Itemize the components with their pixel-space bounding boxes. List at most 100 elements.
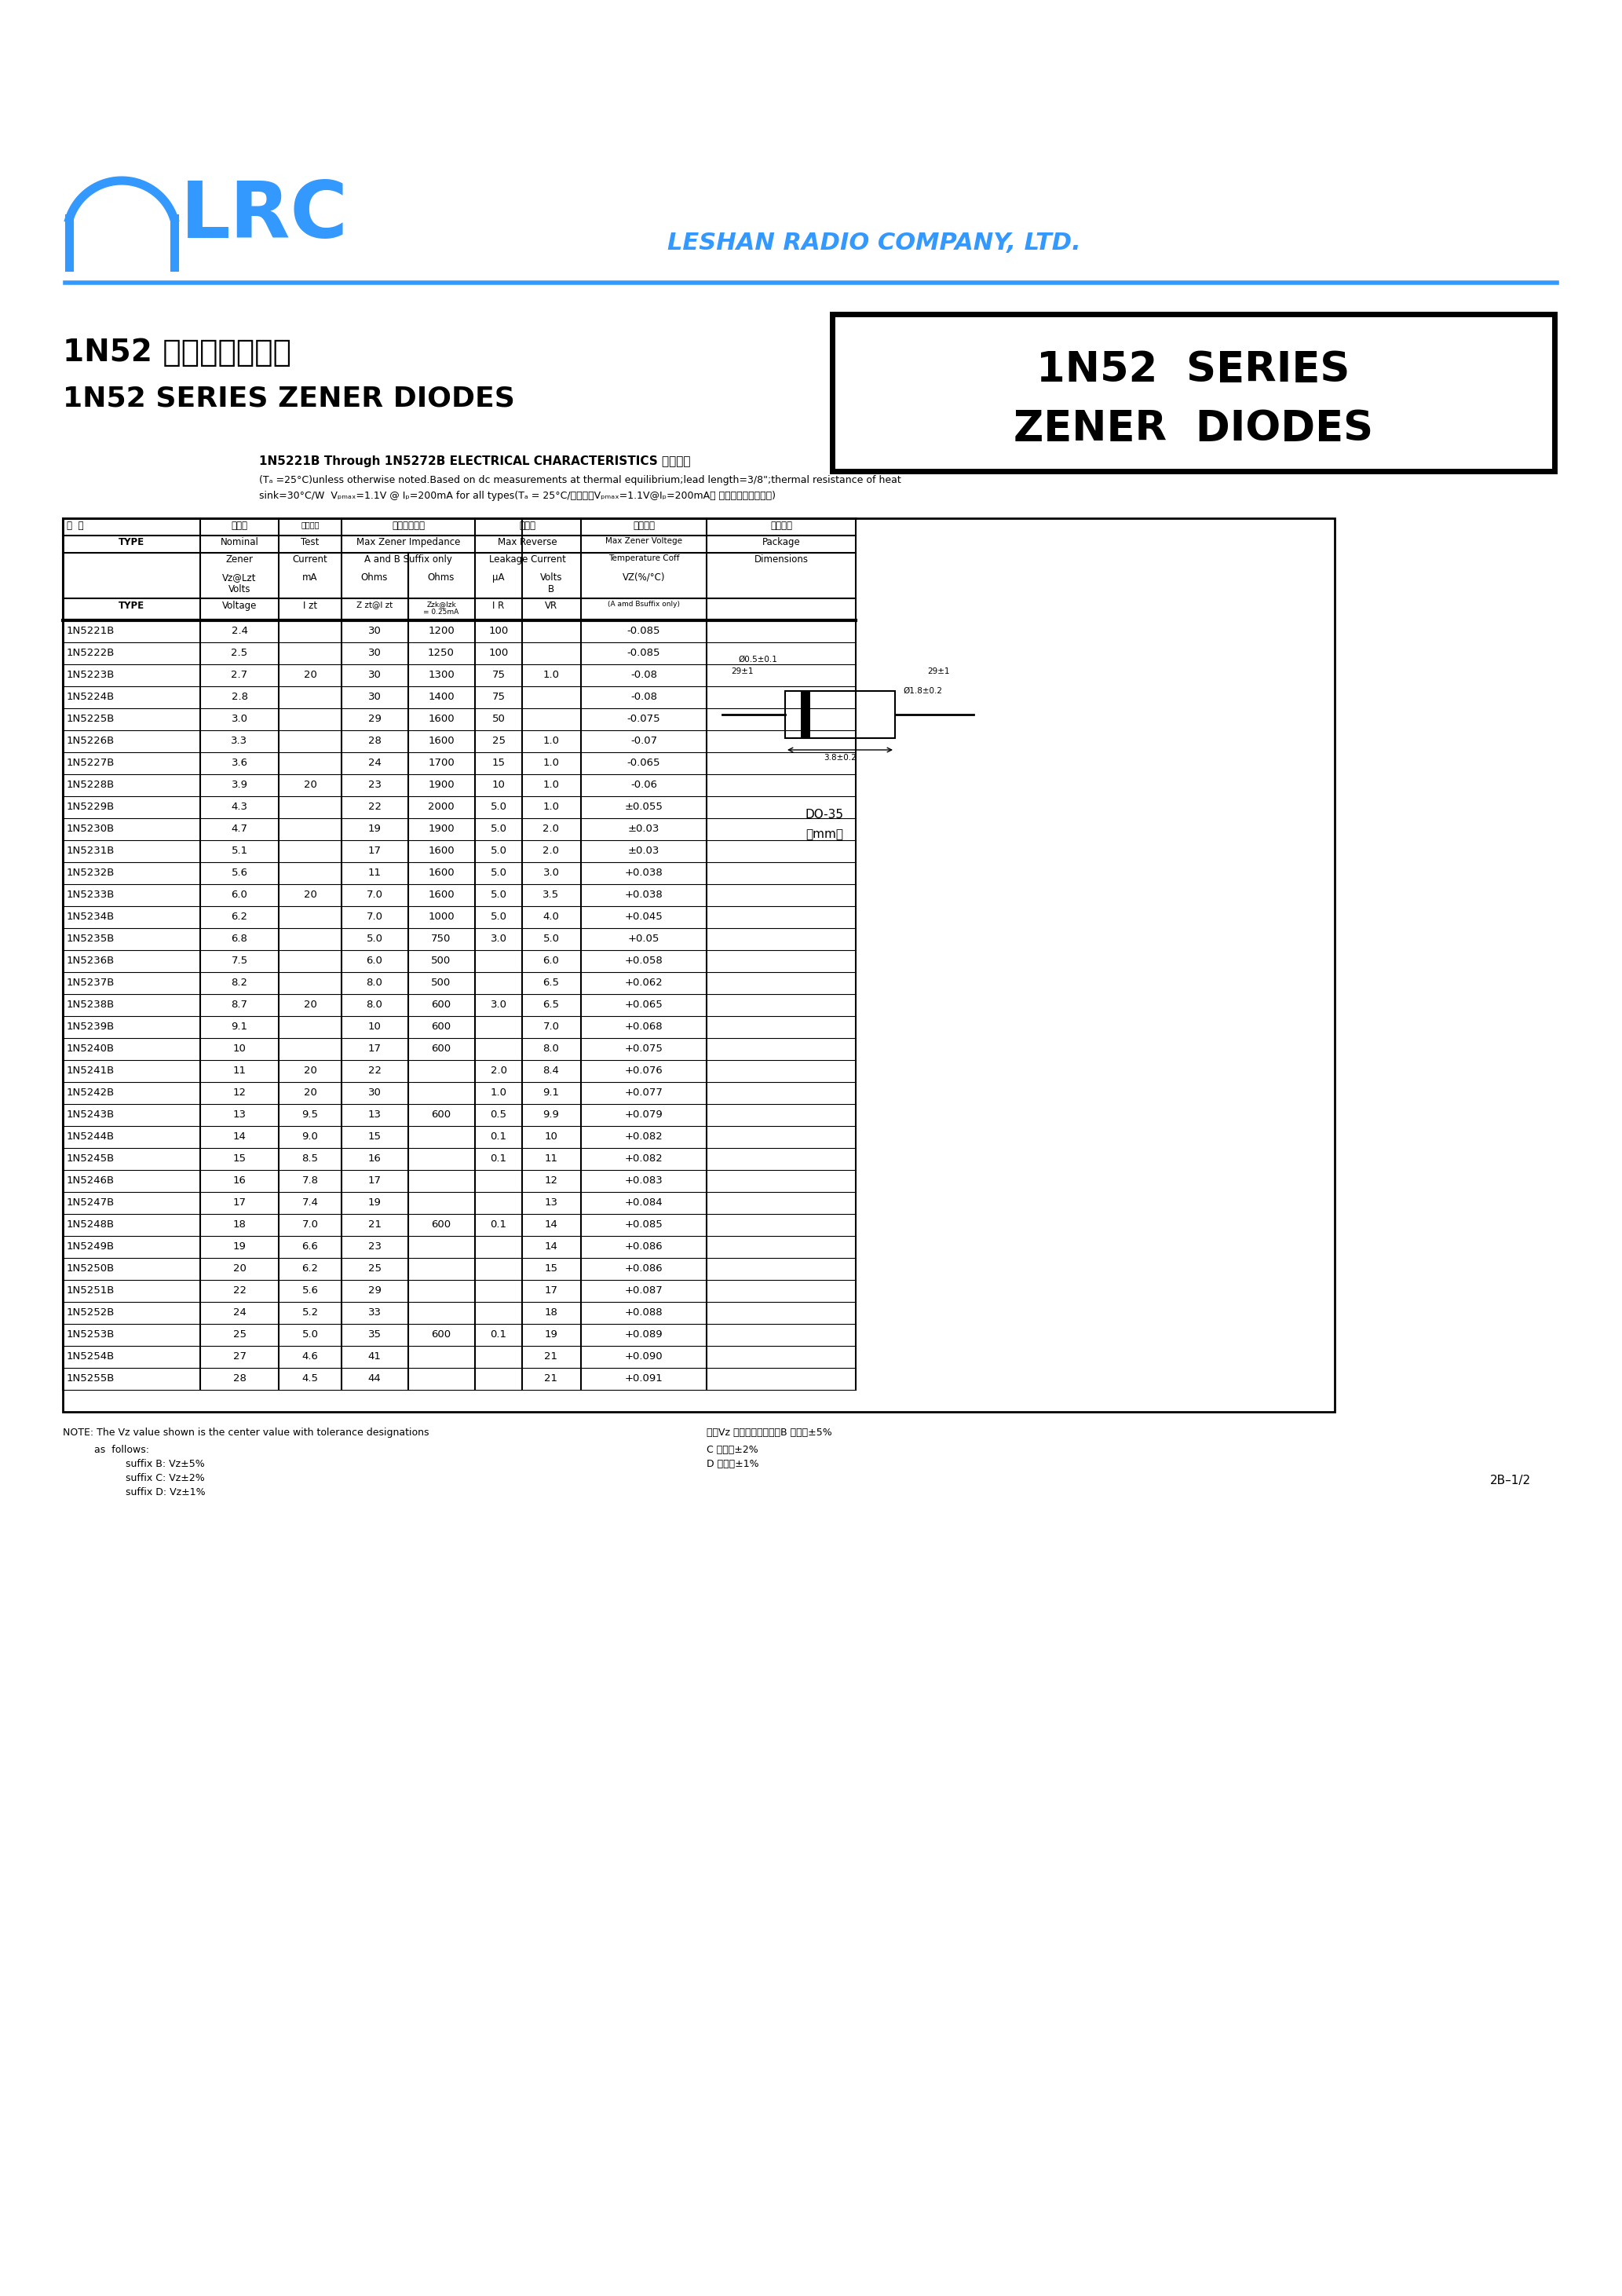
Text: 0.1: 0.1	[490, 1329, 506, 1339]
Text: 0.1: 0.1	[490, 1219, 506, 1231]
Text: 1900: 1900	[428, 824, 454, 833]
Text: (Tₐ =25°C)unless otherwise noted.Based on dc measurements at thermal equilibrium: (Tₐ =25°C)unless otherwise noted.Based o…	[260, 475, 902, 484]
Text: 14: 14	[545, 1242, 558, 1251]
Text: 4.0: 4.0	[543, 912, 560, 923]
Text: 33: 33	[368, 1306, 381, 1318]
Text: 22: 22	[234, 1286, 247, 1295]
Text: 8.4: 8.4	[543, 1065, 560, 1077]
Text: 9.0: 9.0	[302, 1132, 318, 1141]
Text: 10: 10	[234, 1045, 247, 1054]
Text: 温度系数: 温度系数	[633, 521, 655, 530]
Text: 1N5233B: 1N5233B	[67, 889, 115, 900]
Text: 21: 21	[368, 1219, 381, 1231]
Text: 6.5: 6.5	[543, 978, 560, 987]
Text: +0.062: +0.062	[624, 978, 663, 987]
Text: 7.0: 7.0	[543, 1022, 560, 1031]
Text: 2.0: 2.0	[543, 845, 560, 856]
Text: Ohms: Ohms	[362, 572, 388, 583]
Text: Ø1.8±0.2: Ø1.8±0.2	[903, 687, 942, 696]
Text: 3.5: 3.5	[543, 889, 560, 900]
Text: 1900: 1900	[428, 781, 454, 790]
Text: 1N5223B: 1N5223B	[67, 670, 115, 680]
Text: 600: 600	[431, 999, 451, 1010]
Text: 10: 10	[491, 781, 504, 790]
Text: Test: Test	[302, 537, 320, 546]
Text: mA: mA	[302, 572, 318, 583]
Text: 3.8±0.2: 3.8±0.2	[824, 753, 856, 762]
Text: -0.06: -0.06	[631, 781, 657, 790]
Text: suffix B: Vz±5%: suffix B: Vz±5%	[125, 1458, 204, 1469]
Text: +0.075: +0.075	[624, 1045, 663, 1054]
Text: 测试电流: 测试电流	[302, 521, 320, 528]
Text: 1250: 1250	[428, 647, 454, 659]
Text: 1600: 1600	[428, 845, 454, 856]
Text: 2.8: 2.8	[232, 691, 248, 703]
Text: 1N5251B: 1N5251B	[67, 1286, 115, 1295]
Text: 15: 15	[234, 1153, 247, 1164]
Text: ±0.055: ±0.055	[624, 801, 663, 813]
Text: 1200: 1200	[428, 627, 454, 636]
Text: 7.5: 7.5	[232, 955, 248, 967]
Text: 13: 13	[234, 1109, 247, 1120]
Text: 20: 20	[303, 889, 316, 900]
Text: 1N5243B: 1N5243B	[67, 1109, 115, 1120]
Text: 5.0: 5.0	[367, 934, 383, 944]
Bar	[801, 691, 811, 737]
Text: 2.0: 2.0	[490, 1065, 506, 1077]
Text: Nominal: Nominal	[221, 537, 258, 546]
Text: 4.5: 4.5	[302, 1373, 318, 1384]
Text: 27: 27	[234, 1352, 247, 1362]
Text: 1600: 1600	[428, 889, 454, 900]
Text: +0.087: +0.087	[624, 1286, 663, 1295]
Text: 1N5249B: 1N5249B	[67, 1242, 115, 1251]
Text: 5.0: 5.0	[490, 845, 506, 856]
Text: ±0.03: ±0.03	[628, 845, 660, 856]
Text: +0.084: +0.084	[624, 1199, 663, 1208]
Text: 1N52  SERIES: 1N52 SERIES	[1036, 349, 1350, 390]
Text: 2.0: 2.0	[543, 824, 560, 833]
Text: 5.6: 5.6	[232, 868, 248, 877]
Text: sink=30°C/W  Vₚₘₐₓ=1.1V @ Iₚ=200mA for all types(Tₐ = 25°C/所有型号Vₚₘₐₓ=1.1V@Iₚ=200: sink=30°C/W Vₚₘₐₓ=1.1V @ Iₚ=200mA for al…	[260, 491, 775, 501]
Text: 1N5234B: 1N5234B	[67, 912, 115, 923]
Text: 9.1: 9.1	[543, 1088, 560, 1097]
Text: 14: 14	[545, 1219, 558, 1231]
Text: 3.9: 3.9	[232, 781, 248, 790]
Text: 30: 30	[368, 691, 381, 703]
Text: 1N52 SERIES ZENER DIODES: 1N52 SERIES ZENER DIODES	[63, 386, 514, 411]
Text: 7.0: 7.0	[367, 889, 383, 900]
Text: 1N5228B: 1N5228B	[67, 781, 115, 790]
Text: -0.08: -0.08	[631, 670, 657, 680]
Text: 17: 17	[368, 845, 381, 856]
Text: 稳压值: 稳压值	[232, 521, 248, 530]
Text: 1N5225B: 1N5225B	[67, 714, 115, 723]
Text: 17: 17	[234, 1199, 247, 1208]
Text: 11: 11	[234, 1065, 247, 1077]
Text: 1N5242B: 1N5242B	[67, 1088, 115, 1097]
Text: 19: 19	[234, 1242, 247, 1251]
Text: 最大动态阻抗: 最大动态阻抗	[393, 521, 425, 530]
Text: 20: 20	[303, 999, 316, 1010]
Text: +0.082: +0.082	[624, 1153, 663, 1164]
Bar	[63, 519, 1335, 1412]
Text: 29±1: 29±1	[928, 668, 949, 675]
Text: 6.2: 6.2	[232, 912, 248, 923]
Text: as  follows:: as follows:	[94, 1444, 149, 1456]
Text: DO-35: DO-35	[805, 808, 843, 820]
Text: 3.0: 3.0	[543, 868, 560, 877]
Text: 41: 41	[368, 1352, 381, 1362]
Text: 型  号: 型 号	[67, 521, 84, 530]
Text: 1N5232B: 1N5232B	[67, 868, 115, 877]
Text: 3.0: 3.0	[490, 934, 506, 944]
Text: 1N5252B: 1N5252B	[67, 1306, 115, 1318]
Text: suffix C: Vz±2%: suffix C: Vz±2%	[125, 1474, 204, 1483]
Text: Max Reverse: Max Reverse	[498, 537, 558, 546]
Text: 75: 75	[491, 691, 504, 703]
Text: +0.065: +0.065	[624, 999, 663, 1010]
Text: VR: VR	[545, 602, 558, 611]
Text: 44: 44	[368, 1373, 381, 1384]
Text: 15: 15	[545, 1263, 558, 1274]
Text: TYPE: TYPE	[118, 537, 144, 546]
Text: 24: 24	[368, 758, 381, 767]
Text: 5.0: 5.0	[490, 868, 506, 877]
Text: 6.6: 6.6	[302, 1242, 318, 1251]
